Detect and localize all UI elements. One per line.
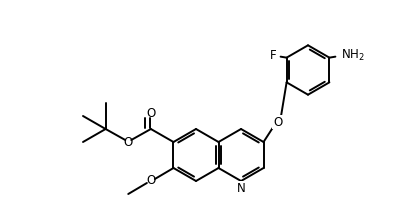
Text: F: F <box>270 49 277 62</box>
Text: O: O <box>124 136 133 148</box>
Text: O: O <box>273 116 282 128</box>
Text: O: O <box>146 107 155 119</box>
Text: O: O <box>146 174 155 187</box>
Text: N: N <box>237 182 245 195</box>
Text: NH$_2$: NH$_2$ <box>341 48 365 63</box>
